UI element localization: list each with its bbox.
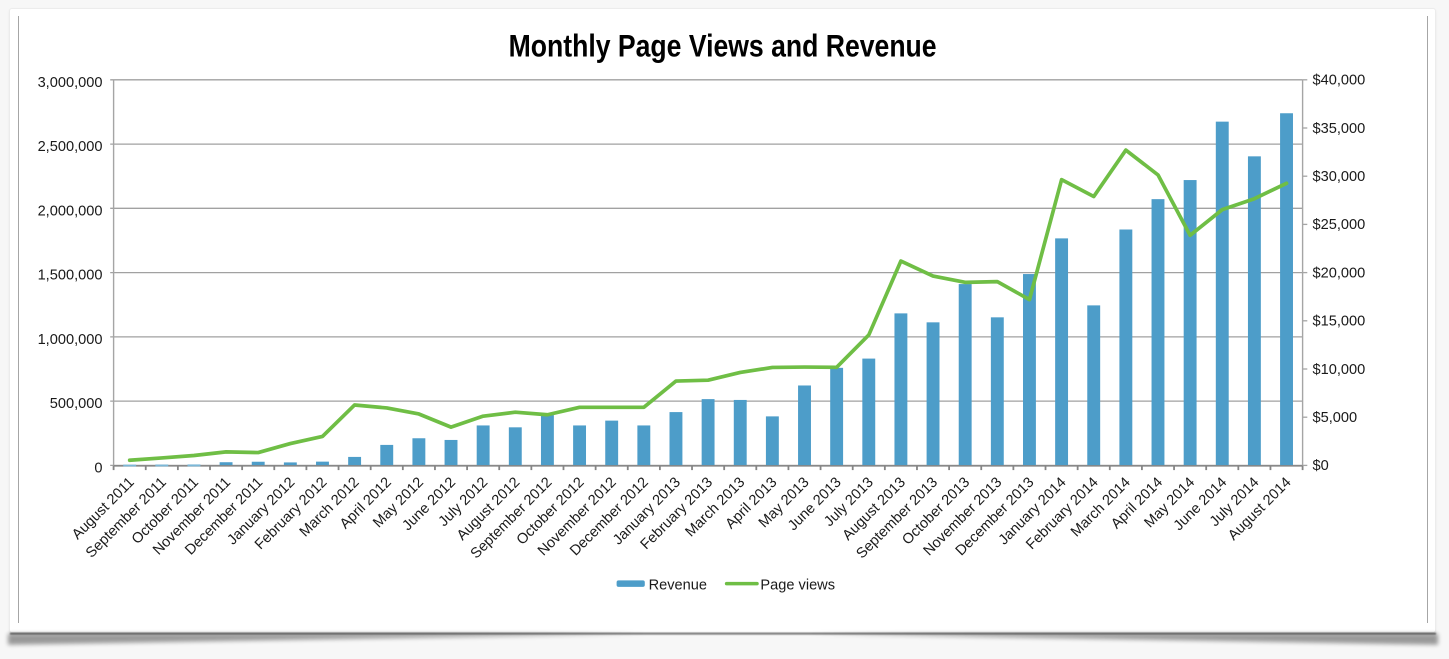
svg-text:$20,000: $20,000: [1313, 265, 1366, 281]
svg-text:$5,000: $5,000: [1313, 410, 1358, 426]
svg-text:$40,000: $40,000: [1313, 73, 1366, 89]
svg-text:$25,000: $25,000: [1313, 217, 1366, 233]
svg-text:$30,000: $30,000: [1313, 169, 1366, 185]
svg-text:Page views: Page views: [760, 577, 835, 593]
svg-text:$10,000: $10,000: [1313, 362, 1366, 378]
svg-text:1,500,000: 1,500,000: [38, 268, 103, 284]
svg-text:500,000: 500,000: [50, 396, 103, 412]
svg-text:$15,000: $15,000: [1313, 314, 1366, 330]
svg-text:2,000,000: 2,000,000: [38, 203, 103, 219]
svg-text:$35,000: $35,000: [1313, 121, 1366, 137]
svg-text:Revenue: Revenue: [649, 577, 707, 593]
svg-text:3,000,000: 3,000,000: [38, 75, 103, 91]
svg-text:2,500,000: 2,500,000: [38, 139, 103, 155]
svg-text:$0: $0: [1313, 458, 1329, 474]
svg-text:0: 0: [94, 460, 102, 476]
svg-text:1,000,000: 1,000,000: [38, 332, 103, 348]
svg-text:Monthly Page Views and Revenue: Monthly Page Views and Revenue: [509, 29, 937, 64]
